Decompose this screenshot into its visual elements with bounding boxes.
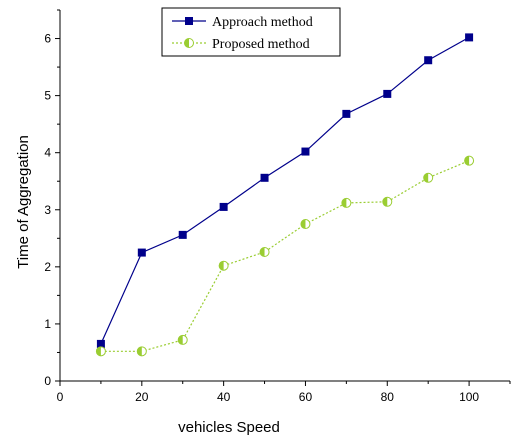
data-point [423,172,434,183]
data-point [382,196,393,207]
data-point [95,346,106,357]
y-tick-label: 3 [44,203,51,217]
axes: 0 20 40 60 80 100 0 1 2 3 4 5 6 [44,9,511,404]
data-point [178,230,187,239]
data-point [342,109,351,118]
data-point [260,173,269,182]
x-tick-label: 80 [381,390,395,404]
legend: Approach method Proposed method [161,7,341,57]
legend-label: Approach method [212,15,313,30]
marker-half-fill [341,198,347,208]
data-point [96,339,105,348]
marker-half-fill [178,335,183,345]
marker-half-fill [137,346,142,356]
data-point [464,155,475,166]
series-approach-method [96,33,474,348]
legend-swatch-marker [184,38,194,48]
y-tick-label: 6 [44,32,51,46]
y-tick-label: 1 [44,317,51,331]
series-layer [95,33,475,357]
data-point [341,197,352,208]
x-tick-label: 0 [57,390,64,404]
marker-half-fill [464,156,470,166]
marker-half-fill [423,173,429,183]
marker-half-fill [219,261,224,271]
data-point [465,33,474,42]
data-point [259,247,270,258]
marker-half-fill [300,219,306,229]
marker-half-fill [382,197,388,207]
x-tick-label: 60 [299,390,313,404]
x-tick-label: 40 [217,390,231,404]
x-tick-label: 20 [135,390,149,404]
data-point [300,219,311,230]
x-tick-label: 100 [459,390,479,404]
y-tick-label: 5 [44,89,51,103]
x-axis-title: vehicles Speed [178,419,280,436]
data-point [137,248,146,257]
y-tick-label: 4 [44,146,51,160]
y-axis-title: Time of Aggregation [15,135,32,269]
series-proposed-method [95,155,475,357]
y-tick-label: 0 [44,374,51,388]
data-point [424,56,433,65]
data-point [383,89,392,98]
data-point [301,147,310,156]
y-tick-label: 2 [44,260,51,274]
series-line [100,36,470,345]
series-line [100,160,470,352]
legend-label: Proposed method [212,37,310,52]
marker-half-fill [184,38,189,48]
legend-swatch-marker [185,17,193,25]
marker-half-fill [96,346,101,356]
marker-half-fill [260,247,265,257]
data-point [136,346,147,357]
data-point [219,202,228,211]
data-point [218,260,229,271]
data-point [177,334,188,345]
legend-box [161,7,341,57]
